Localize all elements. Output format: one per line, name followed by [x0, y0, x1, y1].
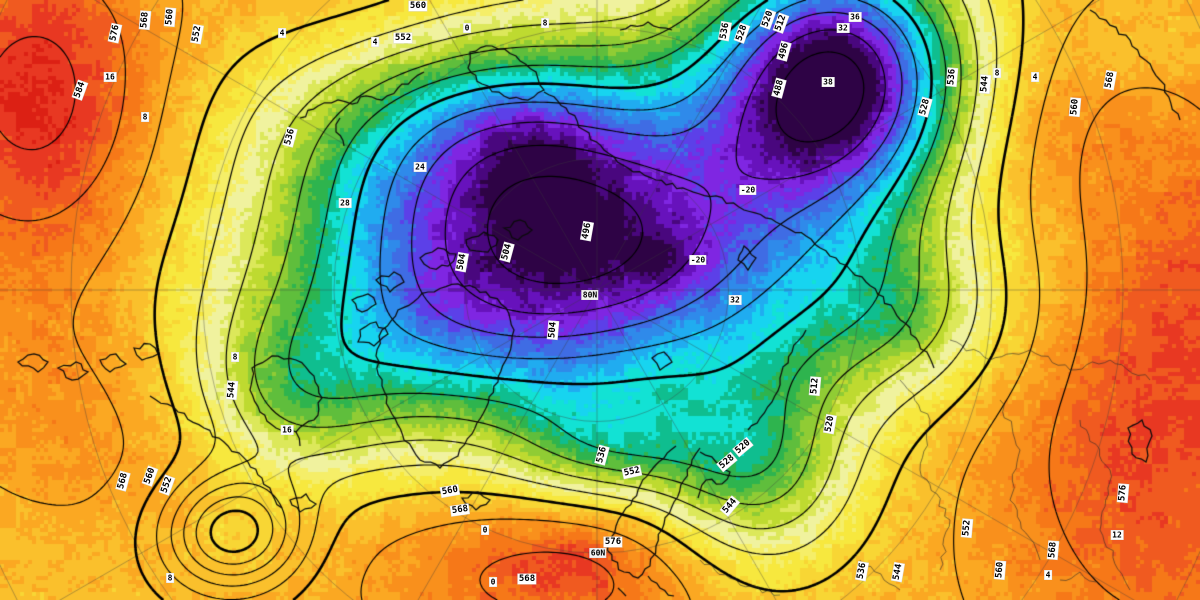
height-contour-label: 560 [1069, 97, 1081, 117]
graticule-label: 60N [589, 548, 607, 558]
temperature-contour-label: 8 [141, 112, 149, 122]
graticule-label: 80N [581, 290, 599, 300]
temperature-contour-label: 36 [849, 12, 861, 22]
height-contour-label: 544 [979, 74, 991, 94]
temperature-contour-label: 8 [231, 352, 239, 362]
height-contour-label: 576 [603, 537, 623, 547]
temperature-contour-label: 16 [104, 72, 116, 82]
temperature-contour-label: 38 [822, 77, 834, 87]
height-contour-label: 576 [1117, 483, 1129, 503]
height-contour-label: 560 [994, 560, 1006, 580]
temperature-contour-label: 0 [481, 525, 489, 535]
height-contour-label: 504 [547, 320, 559, 340]
temperature-contour-label: 4 [1044, 570, 1052, 580]
temperature-contour-label: 0 [463, 23, 471, 33]
height-contour-label: 512 [809, 376, 821, 396]
temperature-contour-label: -20 [689, 255, 707, 265]
temperature-contour-label: 4 [278, 28, 286, 38]
temperature-contour-label: 24 [414, 162, 426, 172]
temperature-contour-label: 8 [541, 18, 549, 28]
height-contour-label: 536 [946, 67, 958, 87]
temperature-contour-label: 0 [489, 577, 497, 587]
height-contour-label: 552 [961, 518, 973, 538]
height-contour-label: 560 [164, 7, 176, 27]
height-contour-label: 544 [226, 380, 238, 400]
temperature-contour-label: -20 [739, 185, 757, 195]
temperature-contour-label: 32 [837, 23, 849, 33]
temperature-contour-label: 4 [1031, 72, 1039, 82]
height-contour-label: 568 [1047, 540, 1059, 560]
temperature-contour-label: 12 [1111, 530, 1123, 540]
temperature-contour-label: 4 [371, 37, 379, 47]
temperature-contour-label: 32 [729, 295, 741, 305]
temperature-contour-label: 16 [281, 425, 293, 435]
temperature-contour-label: 8 [993, 68, 1001, 78]
height-contour-label: 560 [408, 1, 428, 11]
temperature-contour-label: 28 [339, 198, 351, 208]
height-contour-label: 568 [139, 10, 151, 30]
temperature-contour-label: 8 [166, 573, 174, 583]
height-contour-label: 568 [517, 574, 537, 584]
height-contour-label: 552 [393, 33, 413, 43]
